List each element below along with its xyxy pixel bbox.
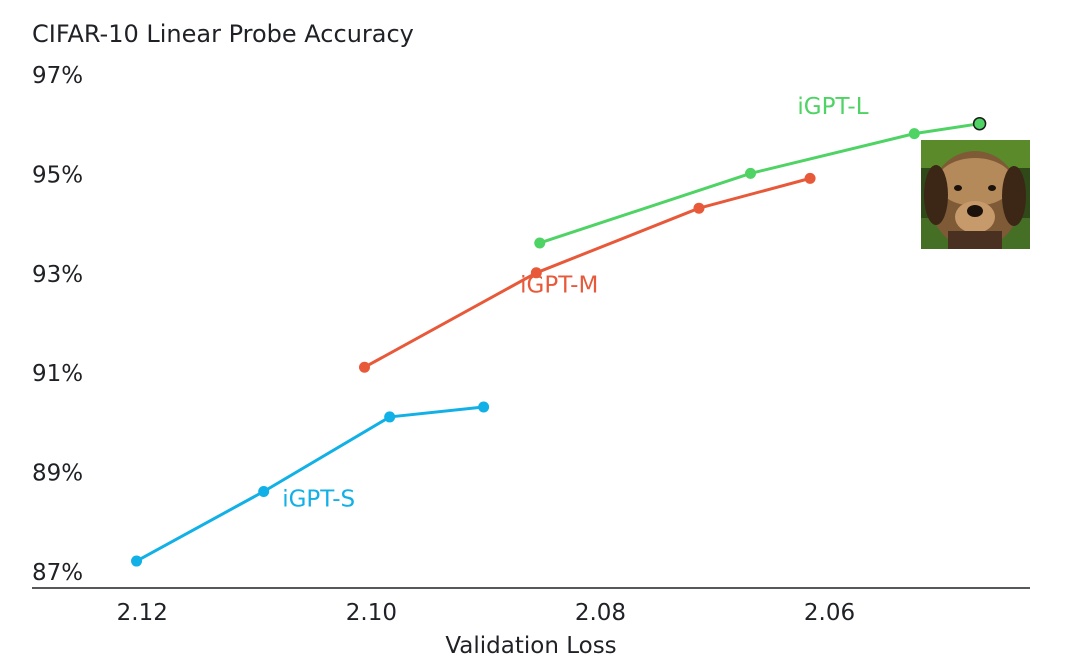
- highlight-point: [972, 116, 987, 131]
- series-line: [538, 122, 982, 245]
- y-axis-ticks: 87% 89% 91% 93% 95% 97%: [32, 63, 83, 586]
- y-tick-label: 95%: [32, 162, 83, 188]
- y-tick-label: 97%: [32, 63, 83, 89]
- data-point: [530, 267, 542, 279]
- data-point: [693, 202, 705, 214]
- data-point: [358, 361, 370, 373]
- series-line: [135, 405, 486, 563]
- series-label: iGPT-M: [520, 273, 598, 299]
- y-tick-label: 91%: [32, 361, 83, 387]
- y-tick-label: 89%: [32, 461, 83, 487]
- data-point: [131, 555, 143, 567]
- series-layer: iGPT-S iGPT-M iGPT-L: [131, 94, 987, 567]
- x-axis-ticks: 2.12 2.10 2.08 2.06: [117, 600, 855, 626]
- data-point: [384, 411, 396, 423]
- x-tick-label: 2.10: [346, 600, 397, 626]
- data-point: [908, 128, 920, 140]
- data-point: [534, 237, 546, 249]
- chart-title: CIFAR-10 Linear Probe Accuracy: [32, 20, 414, 48]
- x-tick-label: 2.12: [117, 600, 168, 626]
- x-axis-label: Validation Loss: [445, 633, 616, 659]
- data-point: [804, 172, 816, 184]
- series-igpt-m: iGPT-M: [358, 172, 816, 373]
- data-point: [478, 401, 490, 413]
- y-tick-label: 87%: [32, 560, 83, 586]
- series-igpt-s: iGPT-S: [131, 401, 490, 567]
- data-point: [258, 485, 270, 497]
- dog-thumbnail-image: [921, 140, 1030, 249]
- x-tick-label: 2.08: [575, 600, 626, 626]
- series-line: [362, 176, 812, 369]
- data-point: [745, 167, 757, 179]
- x-tick-label: 2.06: [804, 600, 855, 626]
- series-label: iGPT-S: [282, 486, 355, 512]
- series-igpt-l: iGPT-L: [534, 94, 986, 249]
- series-label: iGPT-L: [797, 94, 868, 120]
- y-tick-label: 93%: [32, 262, 83, 288]
